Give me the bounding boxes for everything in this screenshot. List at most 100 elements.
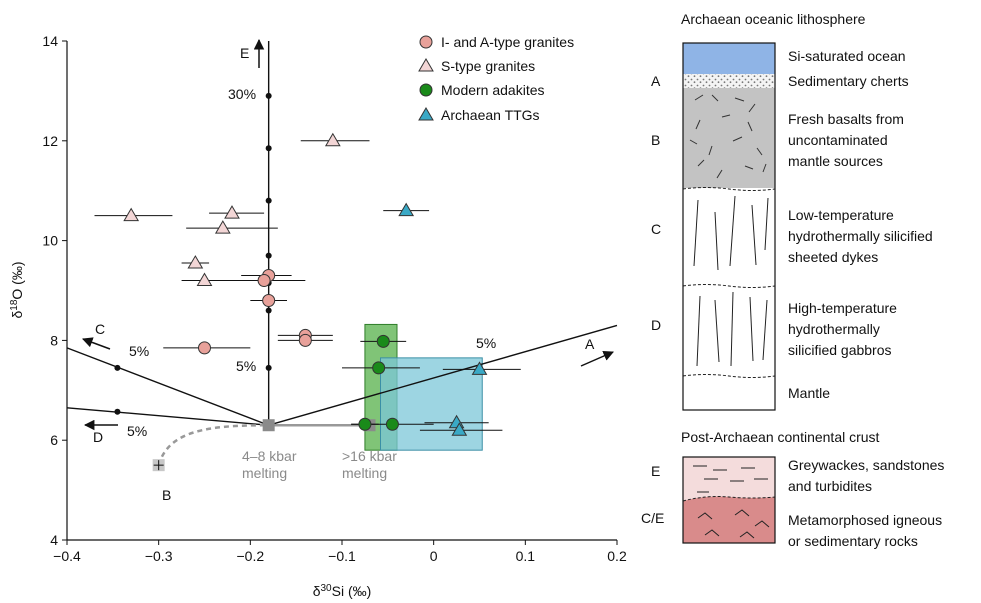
label-c: C <box>95 321 105 337</box>
label-d: D <box>93 429 103 445</box>
legend-marker-ia-granites <box>419 35 433 49</box>
data-point <box>262 293 276 307</box>
dyke-stroke <box>749 296 754 362</box>
label-dykes-2: hydrothermally silicified <box>788 228 933 244</box>
label-melt-high-1: >16 kbar <box>342 448 397 464</box>
panel-letter-a: A <box>651 73 661 89</box>
label-b: B <box>162 487 171 503</box>
y-tick-label: 6 <box>50 432 58 448</box>
label-mantle: Mantle <box>788 385 830 401</box>
label-melt-low-1: 4–8 kbar <box>242 448 297 464</box>
label-e: E <box>240 45 249 61</box>
label-gabbros-1: High-temperature <box>788 300 897 316</box>
x-tick-label: 0.1 <box>516 548 536 564</box>
label-melt-low-2: melting <box>242 465 287 481</box>
basalt-stroke <box>716 169 723 179</box>
melting-square <box>262 419 275 432</box>
boundary-c-d <box>682 284 776 288</box>
data-point <box>224 205 240 219</box>
dyke-stroke <box>762 299 768 361</box>
legend-label-ttgs: Archaean TTGs <box>441 107 540 123</box>
label-5pct-c: 5% <box>129 343 149 359</box>
basalt-stroke <box>747 121 753 132</box>
panel-letter-d: D <box>651 317 661 333</box>
panel-title-post-archaean: Post-Archaean continental crust <box>681 429 880 445</box>
boundary-d-mantle <box>682 374 776 378</box>
y-tick-label: 8 <box>50 332 58 348</box>
data-point <box>376 334 390 348</box>
data-point <box>451 422 468 436</box>
x-tick-label: −0.1 <box>328 548 356 564</box>
legend-label-adakites: Modern adakites <box>441 82 545 98</box>
metamorphic-stroke <box>754 520 770 528</box>
dyke-stroke <box>751 204 757 266</box>
label-dykes-3: sheeted dykes <box>788 249 878 265</box>
data-point <box>385 417 399 431</box>
panel-title-archaean: Archaean oceanic lithosphere <box>681 11 866 27</box>
legend-marker-adakites <box>419 83 433 97</box>
basalt-stroke <box>694 94 704 101</box>
label-a: A <box>585 336 595 352</box>
dyke-stroke <box>714 299 720 363</box>
legend-marker-ttgs <box>418 107 434 121</box>
label-melt-high-2: melting <box>342 465 387 481</box>
arrow-c <box>82 337 111 350</box>
basalt-stroke <box>697 159 705 167</box>
scatter-chart: 4 6 8 10 12 14 −0.4 −0.3 −0.2 −0.1 0 0.1 0.2 δ30Si (… <box>9 33 627 599</box>
data-point <box>398 202 415 217</box>
data-point <box>298 333 312 347</box>
label-basalts-2: uncontaminated <box>788 132 888 148</box>
label-metamorphosed-2: or sedimentary rocks <box>788 533 918 549</box>
data-point <box>198 341 211 355</box>
basalt-stroke <box>748 103 756 113</box>
basalt-texture <box>689 94 767 179</box>
mixing-tick <box>265 364 272 371</box>
annotations: E 30% C 5% D 5% 5% A 5% B 4–8 kbar melti… <box>82 38 614 503</box>
legend: I- and A-type granites S-type granites M… <box>418 34 574 123</box>
basalt-stroke <box>734 97 745 102</box>
label-5pct-d: 5% <box>127 423 147 439</box>
x-tick-label: 0 <box>430 548 438 564</box>
boundary-b-c <box>682 187 776 191</box>
label-cherts: Sedimentary cherts <box>788 73 909 89</box>
dyke-stroke <box>696 295 701 367</box>
field-box <box>380 357 483 451</box>
metamorphic-stroke <box>704 529 720 537</box>
mixing-line <box>66 347 269 426</box>
x-tick-label: −0.4 <box>53 548 81 564</box>
archaean-column-frame <box>682 42 776 411</box>
mixing-tick <box>265 252 272 259</box>
metamorphic-texture <box>697 509 770 539</box>
arrow-a <box>580 350 614 367</box>
label-metamorphosed-1: Metamorphosed igneous <box>788 512 942 528</box>
legend-marker-s-granites <box>418 58 434 72</box>
panel-letter-e: E <box>651 463 660 479</box>
dyke-stroke <box>764 197 769 251</box>
label-30pct: 30% <box>228 86 256 102</box>
basalt-stroke <box>695 119 701 130</box>
label-gabbros-2: hydrothermally <box>788 321 880 337</box>
data-point <box>324 132 341 147</box>
y-tick-label: 10 <box>42 233 58 249</box>
data-point <box>196 272 213 287</box>
y-tick-label: 14 <box>42 33 58 49</box>
x-tick-label: −0.3 <box>145 548 173 564</box>
data-point <box>187 255 204 269</box>
boundary-e-ce <box>682 496 776 502</box>
basalt-stroke <box>762 163 767 173</box>
dyke-stroke <box>693 199 699 267</box>
label-dykes-1: Low-temperature <box>788 207 894 223</box>
panel-letter-c: C <box>651 221 661 237</box>
panel-letter-b: B <box>651 132 660 148</box>
dyke-stroke <box>729 195 736 267</box>
y-axis-label: δ18O (‰) <box>9 261 26 318</box>
metamorphic-stroke <box>734 509 750 517</box>
basalt-stroke <box>711 94 719 102</box>
label-basalts-3: mantle sources <box>788 153 883 169</box>
mixing-line <box>268 324 618 426</box>
y-tick-label: 4 <box>50 532 58 548</box>
mixing-tick <box>265 145 272 152</box>
data-point <box>123 207 140 222</box>
mixing-tick <box>265 307 272 314</box>
